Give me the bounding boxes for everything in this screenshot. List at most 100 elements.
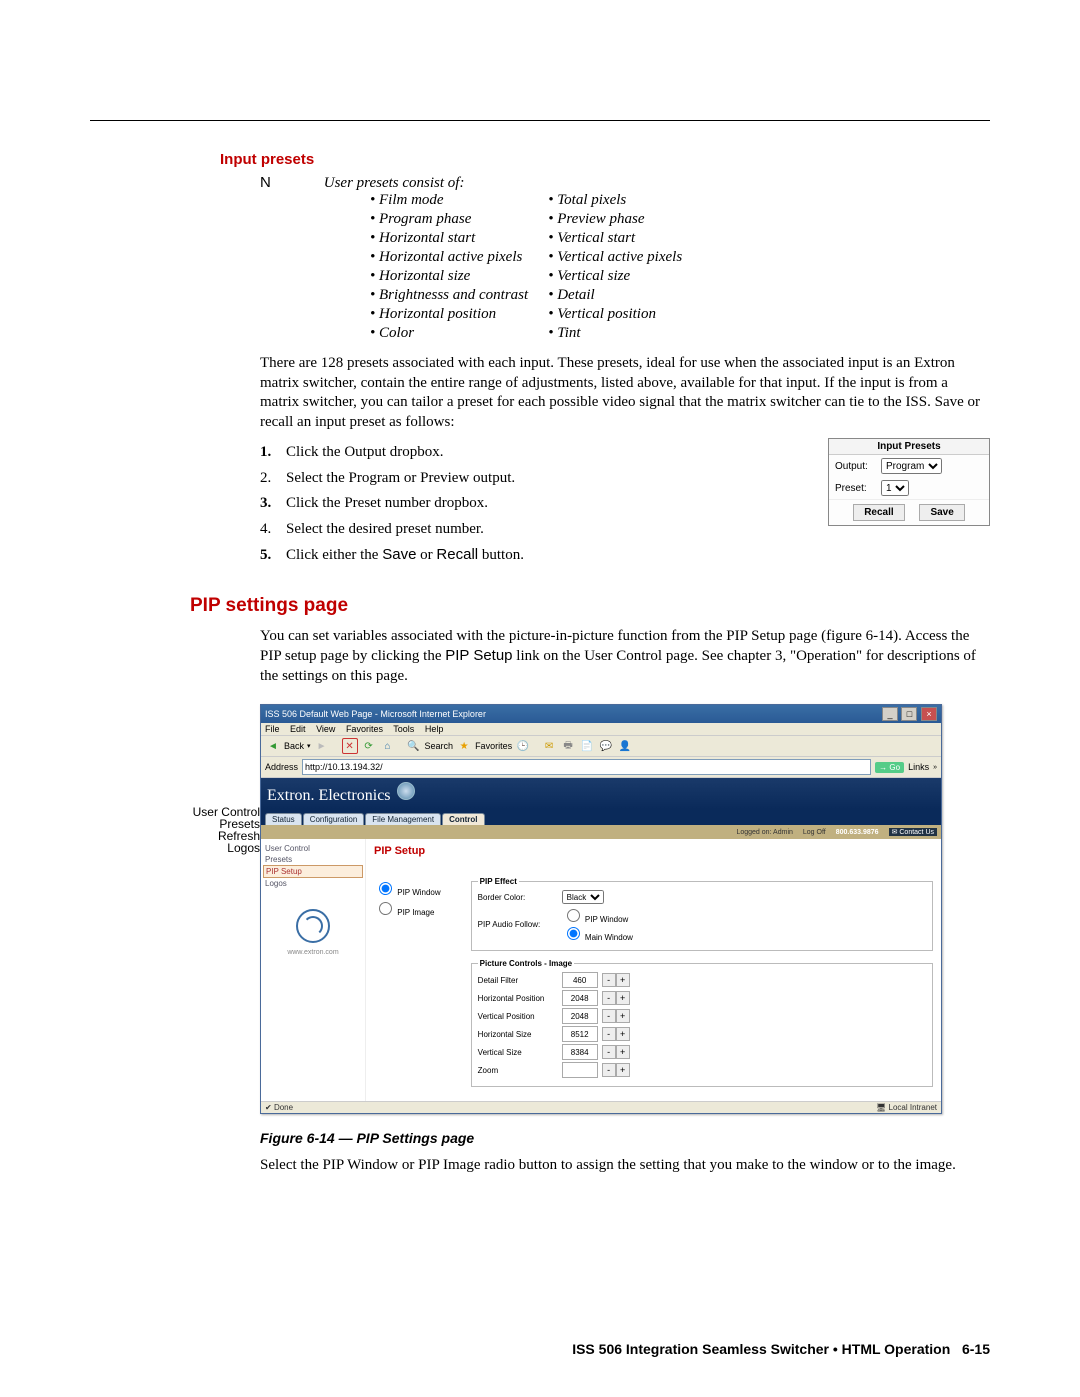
tab-file-management[interactable]: File Management [365,813,441,825]
output-dropdown[interactable]: Program [881,458,942,474]
preset-item: Total pixels [548,192,702,211]
menu-favorites[interactable]: Favorites [346,724,383,734]
preset-items-table: Film modeTotal pixelsProgram phasePrevie… [370,192,702,344]
stepper-minus[interactable]: - [602,973,616,987]
phone-number: 800.633.9876 [836,829,879,836]
output-label: Output: [835,461,877,472]
forward-button[interactable]: ► [314,738,330,754]
sidebar-item-logos[interactable]: Logos [263,878,363,889]
fieldset-pip-effect: PIP Effect Border Color: Black PIP Audio… [471,877,933,951]
stepper-plus[interactable]: + [616,1009,630,1023]
extron-header: Extron. Electronics [261,778,941,809]
log-off-link[interactable]: Log Off [803,829,826,836]
picture-control-value[interactable] [562,1044,598,1060]
menu-help[interactable]: Help [425,724,444,734]
sidebar-logo: www.extron.com [263,909,363,956]
page-title-pip-setup: PIP Setup [374,845,933,857]
preset-item: Horizontal size [370,268,548,287]
close-button[interactable]: × [921,707,937,721]
sidebar-item-pipsetup[interactable]: PIP Setup [263,865,363,878]
stepper-plus[interactable]: + [616,1027,630,1041]
preset-label: Preset: [835,483,877,494]
picture-control-label: Vertical Size [478,1048,558,1057]
menu-view[interactable]: View [316,724,335,734]
stepper-plus[interactable]: + [616,1045,630,1059]
globe-icon [397,782,415,800]
tab-control[interactable]: Control [442,813,484,825]
messenger-icon[interactable]: 👤 [617,738,633,754]
radio-audio-pip-window[interactable]: PIP Window [562,915,629,924]
picture-control-label: Horizontal Position [478,994,558,1003]
preset-item: Brightnesss and contrast [370,287,548,306]
sidebar-item-usercontrol[interactable]: User Control [263,843,363,854]
stepper-minus[interactable]: - [602,1027,616,1041]
picture-control-row: Vertical Size -+ [478,1044,926,1060]
note-row: N User presets consist of: [260,174,990,192]
refresh-icon[interactable]: ⟳ [361,738,377,754]
preset-item: Film mode [370,192,548,211]
picture-control-row: Detail Filter-+ [478,972,926,988]
picture-control-label: Zoom [478,1066,558,1075]
ie-address-bar: Address → Go Links » [261,757,941,778]
discuss-icon[interactable]: 💬 [598,738,614,754]
favorites-icon[interactable]: ★ [456,738,472,754]
recall-button[interactable]: Recall [853,504,904,521]
presets-paragraph: There are 128 presets associated with ea… [260,354,990,432]
preset-item: Horizontal start [370,230,548,249]
minimize-button[interactable]: _ [882,707,898,721]
save-button[interactable]: Save [919,504,964,521]
preset-item: Horizontal active pixels [370,249,548,268]
stepper-minus[interactable]: - [602,1045,616,1059]
mail-icon[interactable]: ✉ [541,738,557,754]
note-intro: User presets consist of: [324,175,465,191]
stepper-minus[interactable]: - [602,1009,616,1023]
tab-status[interactable]: Status [265,813,302,825]
stepper-minus[interactable]: - [602,991,616,1005]
picture-control-value[interactable] [562,990,598,1006]
screenshot-figure: User Control Presets Refresh Logos ISS 5… [260,704,990,1114]
home-icon[interactable]: ⌂ [380,738,396,754]
picture-control-value[interactable] [562,1026,598,1042]
extron-tabs: Status Configuration File Management Con… [261,809,941,825]
border-color-select[interactable]: Black [562,890,604,904]
preset-dropdown[interactable]: 1 [881,480,909,496]
stepper-plus[interactable]: + [616,991,630,1005]
heading-pip-settings: PIP settings page [190,595,990,617]
radio-pip-image[interactable]: PIP Image [374,899,441,917]
extron-sidebar: User Control Presets PIP Setup Logos www… [261,839,366,1101]
pip-setup-link-text: PIP Setup [445,647,512,664]
picture-control-value[interactable] [562,1062,598,1078]
contact-us[interactable]: ✉ Contact Us [889,828,937,836]
address-label: Address [265,762,298,772]
extron-subbar: Logged on: Admin Log Off 800.633.9876 ✉ … [261,825,941,839]
picture-control-value[interactable] [562,1008,598,1024]
history-icon[interactable]: 🕒 [515,738,531,754]
search-icon[interactable]: 🔍 [406,738,422,754]
stepper-plus[interactable]: + [616,973,630,987]
preset-item: Vertical active pixels [548,249,702,268]
stepper-plus[interactable]: + [616,1063,630,1077]
stop-icon[interactable]: ✕ [342,738,358,754]
address-input[interactable] [302,759,871,775]
input-presets-title: Input Presets [829,439,989,455]
legend-pip-effect: PIP Effect [478,877,519,886]
menu-edit[interactable]: Edit [290,724,306,734]
legend-picture-controls: Picture Controls - Image [478,959,574,968]
go-button[interactable]: → Go [875,762,904,773]
menu-file[interactable]: File [265,724,280,734]
picture-control-value[interactable] [562,972,598,988]
radio-audio-main-window[interactable]: Main Window [562,933,633,942]
tab-configuration[interactable]: Configuration [303,813,365,825]
radio-pip-window[interactable]: PIP Window [374,879,441,897]
extron-main: PIP Setup PIP Window PIP Image PIP Effec… [366,839,941,1101]
section-title-input-presets: Input presets [220,151,990,168]
sidebar-item-presets[interactable]: Presets [263,854,363,865]
back-button[interactable]: ◄ [265,738,281,754]
preset-item: Tint [548,325,702,344]
after-figure-paragraph: Select the PIP Window or PIP Image radio… [260,1156,990,1176]
stepper-minus[interactable]: - [602,1063,616,1077]
print-icon[interactable]: 🖶 [560,738,576,754]
edit-icon[interactable]: 📄 [579,738,595,754]
maximize-button[interactable]: □ [901,707,917,721]
menu-tools[interactable]: Tools [393,724,414,734]
